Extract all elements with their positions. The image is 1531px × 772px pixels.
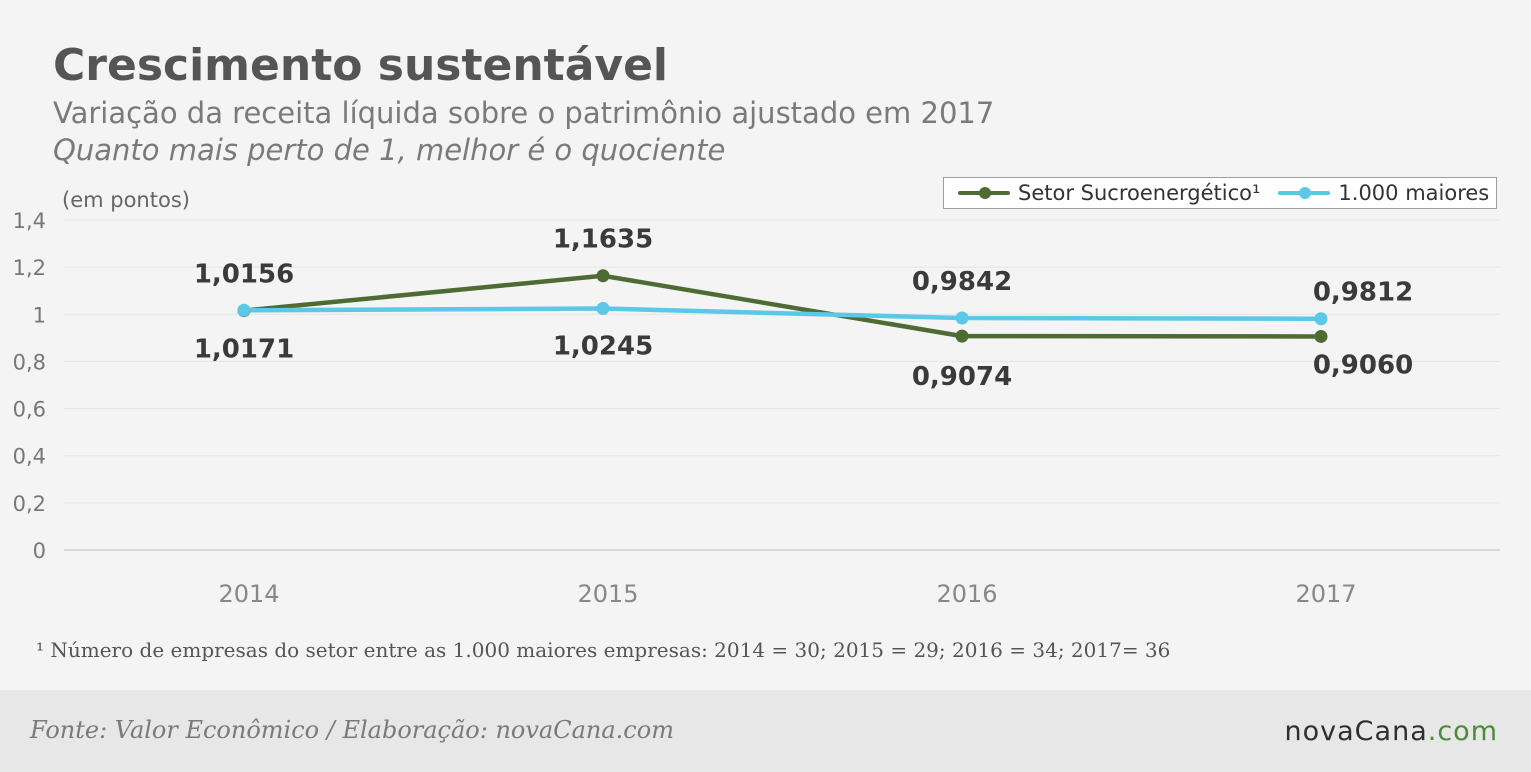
- data-point-setor: [596, 269, 610, 283]
- legend-swatch-maiores: [1278, 187, 1331, 199]
- y-tick-label: 0: [33, 539, 46, 563]
- data-label-setor: 1,0156: [194, 260, 294, 290]
- data-label-maiores: 0,9842: [912, 267, 1012, 297]
- chart-title: Crescimento sustentável: [53, 40, 669, 91]
- y-axis-unit-label: (em pontos): [62, 188, 190, 212]
- y-tick-label: 0,8: [13, 350, 46, 374]
- series-line-setor: [241, 273, 1324, 339]
- chart-subtitle: Variação da receita líquida sobre o patr…: [53, 96, 995, 130]
- data-point-maiores: [955, 311, 969, 325]
- brand-logo: novaCana.com: [1285, 716, 1498, 747]
- source-credit: Fonte: Valor Econômico / Elaboração: nov…: [30, 716, 674, 744]
- data-point-maiores: [1314, 312, 1328, 326]
- y-tick-label: 1,2: [13, 256, 46, 280]
- footnote: ¹ Número de empresas do setor entre as 1…: [36, 638, 1171, 662]
- y-tick-label: 1,4: [13, 209, 46, 233]
- data-label-setor: 1,1635: [553, 225, 653, 255]
- y-tick-label: 0,6: [13, 398, 46, 422]
- data-point-setor: [955, 329, 969, 343]
- data-point-maiores: [237, 303, 251, 317]
- x-tick-label: 2014: [218, 580, 279, 608]
- y-tick-label: 0,2: [13, 492, 46, 516]
- line-chart: 0 0,2 0,4 0,6 0,8 1 1,2 1,4 2014 2015 2016 2017 1,01…: [13, 209, 1500, 608]
- footer-bar: Fonte: Valor Econômico / Elaboração: nov…: [0, 690, 1531, 772]
- y-tick-label: 1: [33, 303, 46, 327]
- chart-note: Quanto mais perto de 1, melhor é o quoci…: [53, 133, 726, 167]
- data-label-maiores: 1,0245: [553, 332, 653, 362]
- series-line-maiores: [241, 306, 1324, 321]
- brand-tld: .com: [1427, 716, 1498, 747]
- data-point-setor: [1314, 329, 1328, 343]
- x-tick-label: 2015: [577, 580, 638, 608]
- chart-legend: Setor Sucroenergético¹ 1.000 maiores: [943, 177, 1497, 209]
- y-tick-label: 0,4: [13, 445, 46, 469]
- legend-label-maiores: 1.000 maiores: [1338, 181, 1490, 205]
- x-tick-label: 2016: [936, 580, 997, 608]
- data-label-maiores: 0,9812: [1313, 278, 1413, 308]
- legend-swatch-setor: [958, 187, 1010, 199]
- data-label-setor: 0,9074: [912, 362, 1012, 392]
- data-point-maiores: [596, 302, 610, 316]
- x-tick-label: 2017: [1295, 580, 1356, 608]
- legend-item-setor: Setor Sucroenergético¹: [958, 181, 1260, 205]
- data-label-setor: 0,9060: [1313, 350, 1413, 380]
- data-label-maiores: 1,0171: [194, 334, 294, 364]
- legend-item-maiores: 1.000 maiores: [1278, 181, 1489, 205]
- brand-name: novaCana: [1284, 716, 1428, 747]
- legend-label-setor: Setor Sucroenergético¹: [1018, 181, 1261, 205]
